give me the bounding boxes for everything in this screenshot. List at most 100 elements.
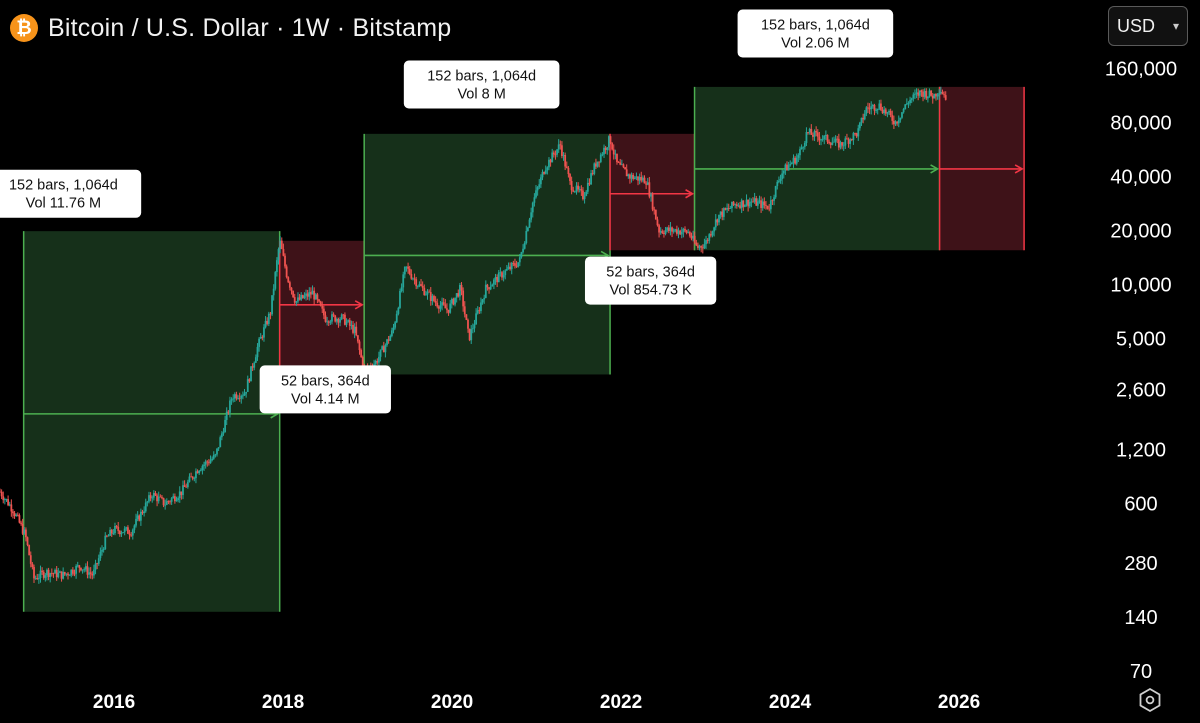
candle-body [444,304,447,309]
candle-body [59,571,61,573]
candle-body [863,113,866,120]
candle-body [533,197,536,203]
settings-hexagon-icon[interactable] [1136,686,1164,714]
candle-body [251,366,254,368]
candle-body [80,567,82,571]
candle-body [518,257,521,263]
candle-body [399,290,401,308]
candle-body [219,437,222,448]
candle-body [483,297,486,300]
candle-body [797,155,800,158]
candle-body [269,313,272,315]
candle-body [18,515,21,523]
candle-body [726,208,728,210]
candle-body [216,448,218,455]
candle-body [721,211,724,217]
candle-body [131,529,134,536]
candle-body [313,290,316,300]
candle-body [245,391,248,394]
candle-body [918,90,921,96]
candle-body [679,230,682,235]
candle-body [57,572,60,578]
candle-body [771,200,774,202]
candle-body [97,558,100,564]
candle-body [810,128,813,135]
candle-body [183,485,186,487]
candle-body [204,461,207,465]
candle-body [525,231,528,243]
candle-body [936,94,939,97]
annotation-box-0 [0,169,142,218]
candle-body [298,297,301,300]
candle-body [651,194,654,210]
candle-body [930,90,933,96]
symbol-title[interactable]: Bitcoin / U.S. Dollar · 1W · Bitstamp [48,13,452,42]
candle-body [739,205,741,208]
date-price-ranges [22,86,1025,612]
candle-body [415,279,418,287]
candle-body [538,184,541,188]
candle-body [235,394,238,399]
candle-body [397,307,400,314]
candle-body [276,260,278,273]
candle-body [450,298,453,304]
candle-body [42,571,45,578]
candle-body [295,301,298,303]
candle-body [199,470,202,471]
candle-body [178,491,181,499]
candle-body [629,174,631,179]
candle-body [118,530,121,535]
y-tick-label: 40,000 [1110,166,1171,188]
candle-body [603,147,605,155]
candle-body [54,569,56,574]
candle-body [624,167,626,170]
candle-body [379,349,382,357]
candle-body [193,478,196,479]
candle-body [868,108,871,110]
candle-body [891,115,894,121]
candle-body [321,305,324,309]
candle-body [685,230,688,233]
candle-body [426,291,429,295]
x-tick-label: 2022 [600,692,642,713]
candle-body [914,93,916,95]
candle-body [816,132,819,137]
candle-body [410,274,413,279]
candle-body [601,154,604,156]
candle-body [912,94,915,99]
candle-body [756,201,759,206]
candle-body [458,284,461,297]
candle-body [944,95,947,100]
candle-body [833,141,835,143]
candle-body [3,499,6,501]
candle-body [455,293,458,298]
candle-body [549,159,552,163]
candle-body [67,573,69,576]
candle-body [766,205,769,209]
candle-body [586,182,589,192]
candle-body [567,167,570,175]
candle-body [844,138,847,146]
candle-body [467,319,469,329]
candle-body [358,341,361,351]
candle-body [83,569,86,571]
candle-body [220,433,223,438]
candle-body [760,200,763,208]
candle-body [310,292,312,295]
candle-body [248,379,251,382]
candle-body [672,230,675,232]
candle-body [622,164,625,168]
candle-body [412,278,414,280]
candle-body [599,154,602,163]
candle-body [196,471,199,474]
candle-body [93,569,95,576]
candle-body [198,470,201,474]
candle-body [710,234,712,236]
currency-select[interactable]: USD ▾ [1108,6,1188,46]
candle-body [112,533,115,534]
candle-body [339,319,341,323]
candle-body [703,244,706,249]
annotation-box-1 [259,365,391,414]
candle-body [789,164,792,166]
